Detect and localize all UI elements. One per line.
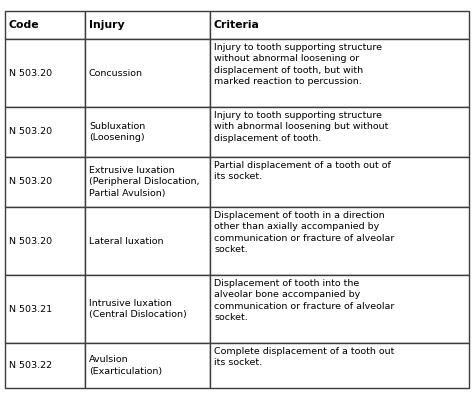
Text: N 503.20: N 503.20 xyxy=(9,128,52,136)
Text: Injury to tooth supporting structure
without abnormal loosening or
displacement : Injury to tooth supporting structure wit… xyxy=(214,43,382,86)
Text: N 503.20: N 503.20 xyxy=(9,178,52,186)
Bar xyxy=(5,207,85,275)
Text: N 503.20: N 503.20 xyxy=(9,69,52,77)
Text: Intrusive luxation
(Central Dislocation): Intrusive luxation (Central Dislocation) xyxy=(89,299,187,319)
Text: Concussion: Concussion xyxy=(89,69,143,77)
Text: Avulsion
(Exarticulation): Avulsion (Exarticulation) xyxy=(89,355,162,376)
Bar xyxy=(210,275,469,343)
Text: Injury to tooth supporting structure
with abnormal loosening but without
displac: Injury to tooth supporting structure wit… xyxy=(214,111,388,143)
Text: Displacement of tooth into the
alveolar bone accompanied by
communication or fra: Displacement of tooth into the alveolar … xyxy=(214,279,394,322)
Text: Displacement of tooth in a direction
other than axially accompanied by
communica: Displacement of tooth in a direction oth… xyxy=(214,211,394,254)
Bar xyxy=(5,157,85,207)
Text: Lateral luxation: Lateral luxation xyxy=(89,237,164,245)
Bar xyxy=(85,107,210,157)
Bar xyxy=(85,11,210,39)
Text: N 503.20: N 503.20 xyxy=(9,237,52,245)
Text: Partial displacement of a tooth out of
its socket.: Partial displacement of a tooth out of i… xyxy=(214,161,391,182)
Bar xyxy=(5,275,85,343)
Text: N 503.21: N 503.21 xyxy=(9,304,52,314)
Bar xyxy=(210,207,469,275)
Text: Complete displacement of a tooth out
its socket.: Complete displacement of a tooth out its… xyxy=(214,347,394,367)
Bar xyxy=(210,343,469,388)
Bar xyxy=(210,11,469,39)
Bar xyxy=(5,11,85,39)
Bar xyxy=(85,39,210,107)
Text: Criteria: Criteria xyxy=(214,20,260,30)
Bar xyxy=(5,343,85,388)
Text: Extrusive luxation
(Peripheral Dislocation,
Partial Avulsion): Extrusive luxation (Peripheral Dislocati… xyxy=(89,166,200,198)
Text: Subluxation
(Loosening): Subluxation (Loosening) xyxy=(89,122,145,142)
Bar xyxy=(210,39,469,107)
Text: Code: Code xyxy=(9,20,40,30)
Bar xyxy=(5,107,85,157)
Bar xyxy=(210,107,469,157)
Text: N 503.22: N 503.22 xyxy=(9,361,52,370)
Bar xyxy=(85,207,210,275)
Text: Injury: Injury xyxy=(89,20,125,30)
Bar xyxy=(210,157,469,207)
Bar xyxy=(85,343,210,388)
Bar xyxy=(5,39,85,107)
Bar xyxy=(85,275,210,343)
Bar xyxy=(85,157,210,207)
